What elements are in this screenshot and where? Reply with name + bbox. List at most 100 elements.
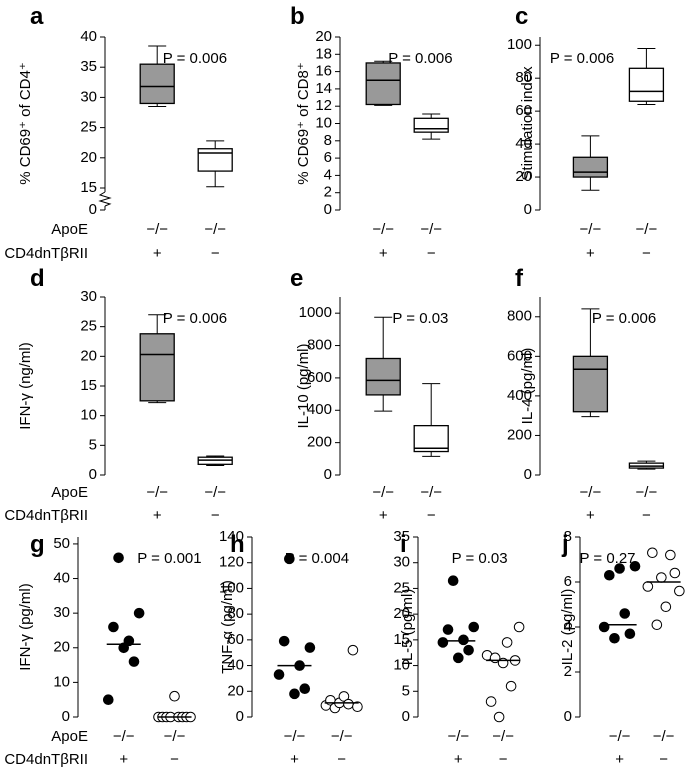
y-tick-label: 30 [393, 554, 410, 571]
row-label: ApoE [51, 484, 88, 501]
y-tick-label: 10 [80, 407, 97, 424]
y-tick-label: 0 [89, 466, 97, 483]
y-tick-label: 0 [524, 466, 532, 483]
x-category-label: −/− [420, 221, 442, 238]
box [413, 424, 449, 453]
panel-letter: d [30, 265, 45, 292]
box [572, 355, 609, 413]
dot [352, 701, 363, 713]
y-tick-label: 60 [515, 102, 532, 119]
x-category-label: −/− [420, 484, 442, 501]
row-label: ApoE [51, 221, 88, 238]
y-tick-label: 10 [393, 657, 410, 674]
y-tick-label: 50 [53, 535, 70, 552]
p-value: P = 0.03 [452, 550, 508, 567]
y-axis-label: IL-5 (pg/ml) [399, 589, 416, 666]
y-axis-label: IL-10 (pg/ml) [295, 343, 312, 428]
y-tick-label: 0 [89, 201, 97, 218]
row-label: CD4dnTβRII [4, 245, 88, 262]
whisker-low [581, 177, 600, 191]
y-axis-label: IL-2 (pg/ml) [559, 589, 576, 666]
y-tick-label: 200 [307, 434, 332, 451]
y-tick-label: 0 [402, 708, 410, 725]
y-tick-label: 100 [219, 579, 244, 596]
y-tick-label: 40 [53, 570, 70, 587]
dot [447, 575, 459, 587]
whisker-high [206, 140, 225, 149]
y-tick-label: 0 [62, 708, 70, 725]
dot [642, 581, 654, 592]
whisker-high [148, 45, 167, 65]
y-tick-label: 0 [524, 201, 532, 218]
y-axis-label: % CD69⁺ of CD4⁺ [17, 62, 34, 185]
y-tick-label: 600 [307, 369, 332, 386]
y-tick-label: 8 [564, 528, 572, 545]
x-group-label: + [153, 245, 162, 262]
y-tick-label: 5 [402, 682, 410, 699]
dot [665, 549, 676, 561]
y-tick-label: 400 [307, 401, 332, 418]
whisker-low [422, 132, 441, 140]
x-category-label: −/− [636, 221, 658, 238]
whisker-high [422, 113, 441, 119]
x-category-label: −/− [113, 728, 135, 745]
panel-letter: g [30, 531, 45, 558]
box [365, 62, 401, 106]
x-category-label: −/− [372, 221, 394, 238]
panel-letter: a [30, 3, 44, 30]
y-tick-label: 800 [307, 337, 332, 354]
y-tick-label: 15 [80, 377, 97, 394]
dot [660, 601, 672, 613]
dot [513, 621, 525, 633]
box [139, 63, 175, 105]
whisker-low [422, 451, 441, 457]
dot [614, 563, 625, 574]
y-tick-label: 60 [227, 631, 244, 648]
dot [609, 632, 620, 644]
x-category-label: −/− [580, 221, 602, 238]
dot [647, 547, 658, 559]
dot [304, 642, 316, 653]
x-category-label: −/− [447, 728, 469, 745]
x-group-label: + [119, 751, 128, 768]
y-tick-label: 25 [80, 119, 97, 136]
x-group-label: + [379, 245, 388, 262]
x-group-label: − [642, 507, 651, 524]
dot [619, 608, 631, 619]
y-tick-label: 2 [564, 663, 572, 680]
dot [493, 711, 505, 723]
y-tick-label: 100 [507, 36, 532, 53]
dot [108, 621, 119, 633]
dot [343, 698, 354, 710]
box [628, 67, 665, 102]
x-category-label: −/− [284, 728, 306, 745]
panel-letter: j [561, 531, 569, 558]
whisker-high [581, 308, 600, 357]
y-tick-label: 35 [393, 528, 410, 545]
y-tick-label: 20 [227, 682, 244, 699]
x-category-label: −/− [580, 484, 602, 501]
box [197, 148, 233, 172]
p-value: P = 0.27 [579, 550, 635, 567]
y-tick-label: 0 [564, 708, 572, 725]
p-value: P = 0.006 [388, 50, 452, 67]
y-axis-label: Stimulation index [519, 66, 536, 181]
x-category-label: −/− [146, 221, 168, 238]
y-tick-label: 30 [80, 88, 97, 105]
panel-letter: c [515, 3, 528, 30]
dot [598, 621, 610, 633]
dot [468, 621, 480, 633]
x-group-label: + [454, 751, 463, 768]
dot [442, 624, 454, 635]
y-tick-label: 12 [315, 97, 332, 114]
y-tick-label: 15 [393, 631, 410, 648]
dot [278, 635, 290, 647]
y-axis-label: IL-4 (pg/ml) [519, 348, 536, 425]
y-tick-label: 30 [80, 288, 97, 305]
dot [113, 552, 124, 564]
y-tick-label: 20 [315, 28, 332, 45]
whisker-low [206, 171, 225, 188]
x-category-label: −/− [146, 484, 168, 501]
p-value: P = 0.006 [550, 50, 614, 67]
